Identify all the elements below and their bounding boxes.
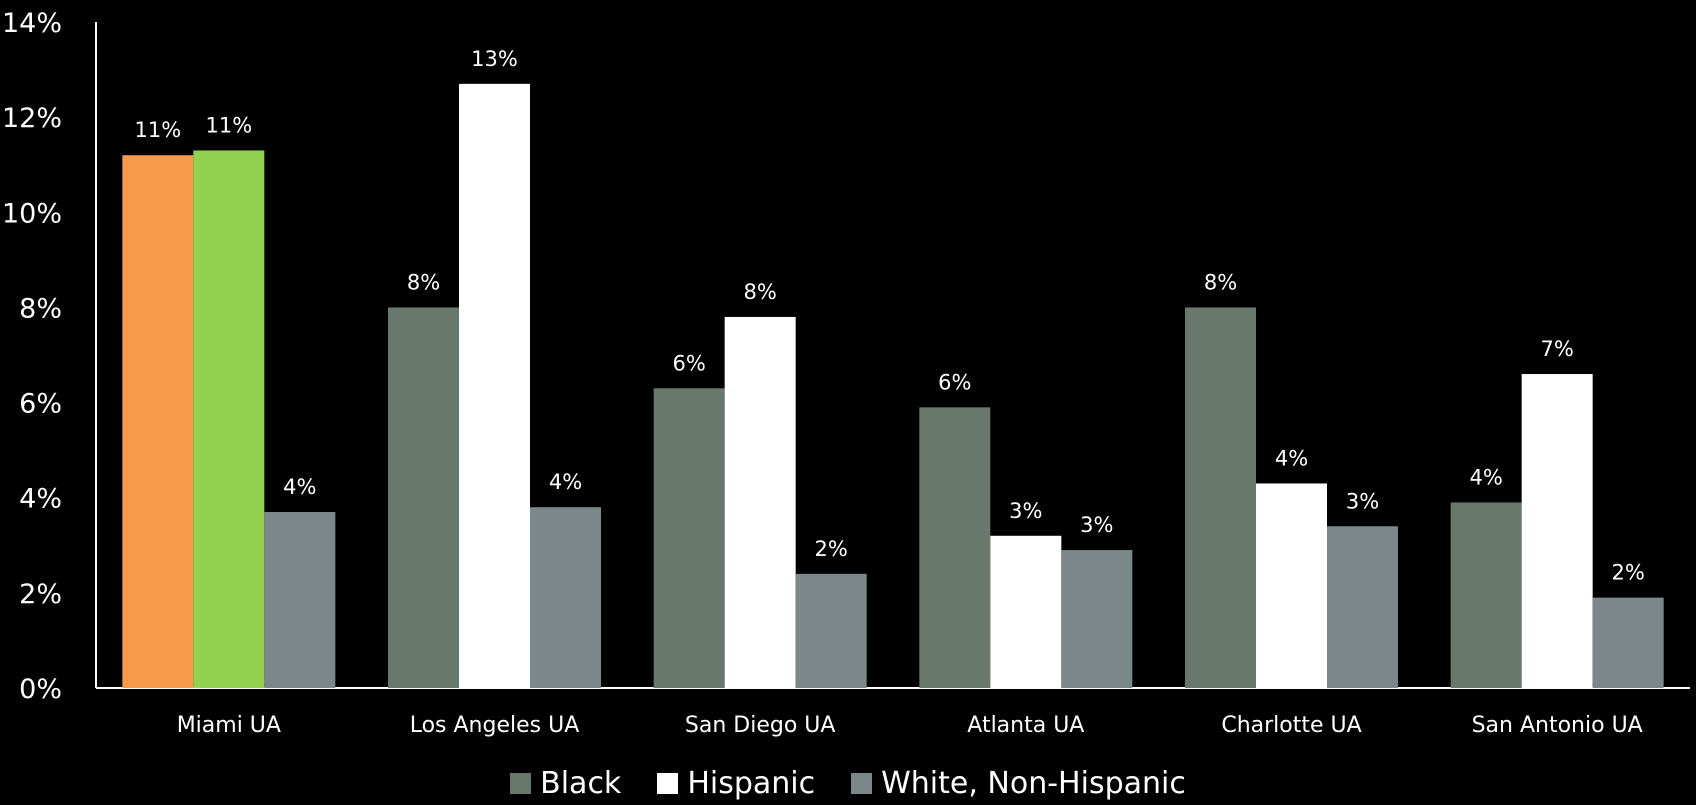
data-label: 11% (134, 118, 181, 142)
data-label: 6% (938, 370, 971, 394)
data-label: 2% (1612, 561, 1645, 585)
y-tick-label: 10% (2, 198, 62, 229)
x-tick-label: Miami UA (177, 713, 281, 738)
legend-label: Hispanic (687, 765, 816, 801)
bar (653, 388, 725, 688)
data-label: 8% (407, 270, 440, 294)
bar (264, 511, 336, 688)
y-tick-label: 14% (2, 8, 62, 39)
legend-label: Black (540, 765, 622, 801)
bar (388, 307, 459, 688)
x-tick-label: San Antonio UA (1472, 713, 1643, 738)
data-label: 4% (1470, 465, 1503, 489)
y-tick-label: 8% (19, 293, 62, 324)
bar (459, 83, 530, 689)
data-label: 4% (549, 470, 582, 494)
data-label: 6% (673, 351, 706, 375)
data-label: 3% (1346, 489, 1379, 513)
legend-item: White, Non-Hispanic (851, 765, 1186, 801)
data-label: 2% (815, 537, 848, 561)
bar (1185, 307, 1256, 688)
x-tick-label: Los Angeles UA (410, 713, 580, 738)
bar (1061, 550, 1133, 688)
bar (193, 150, 265, 688)
bar (122, 155, 194, 688)
data-label: 8% (1204, 270, 1237, 294)
y-axis: 0% 2% 4% 6% 8% 10% 12% 14% (2, 8, 97, 705)
bar (1256, 483, 1327, 688)
bar (1592, 597, 1664, 688)
bar (990, 535, 1062, 688)
y-tick-label: 12% (2, 103, 62, 134)
x-axis: Miami UA Los Angeles UA San Diego UA Atlant… (96, 687, 1690, 738)
data-label: 4% (283, 475, 316, 499)
bar (724, 316, 796, 688)
y-tick-label: 6% (19, 389, 62, 420)
legend-item: Black (510, 765, 622, 801)
bar (795, 573, 867, 688)
data-label: 13% (471, 47, 518, 71)
legend-item: Hispanic (657, 765, 816, 801)
legend-swatch (657, 773, 679, 794)
data-label: 8% (744, 280, 777, 304)
y-tick-label: 4% (19, 484, 62, 515)
x-tick-label: San Diego UA (685, 713, 836, 738)
bar (530, 507, 601, 688)
data-labels: 11% 11% 4% 8% 13% 4% 6% 8% 2% 6% 3% 3% 8% 4% 3% 4% 7% 2% (134, 47, 1644, 585)
bar (1521, 374, 1593, 688)
legend-swatch (510, 773, 532, 794)
data-label: 4% (1275, 446, 1308, 470)
bar-chart: 0% 2% 4% 6% 8% 10% 12% 14% Miami UA Los Angeles … (2, 8, 1690, 738)
legend-label: White, Non-Hispanic (881, 765, 1186, 801)
data-label: 7% (1541, 337, 1574, 361)
bars (122, 83, 1664, 689)
x-tick-label: Charlotte UA (1221, 713, 1361, 738)
legend-swatch (851, 773, 873, 794)
x-tick-label: Atlanta UA (967, 713, 1084, 738)
bar (1450, 502, 1522, 688)
bar (919, 407, 991, 688)
data-label: 3% (1080, 513, 1113, 537)
y-tick-label: 0% (19, 674, 62, 705)
y-tick-label: 2% (19, 579, 62, 610)
bar (1327, 526, 1398, 688)
legend: Black Hispanic White, Non-Hispanic (0, 762, 1696, 805)
data-label: 3% (1009, 499, 1042, 523)
data-label: 11% (205, 113, 252, 137)
